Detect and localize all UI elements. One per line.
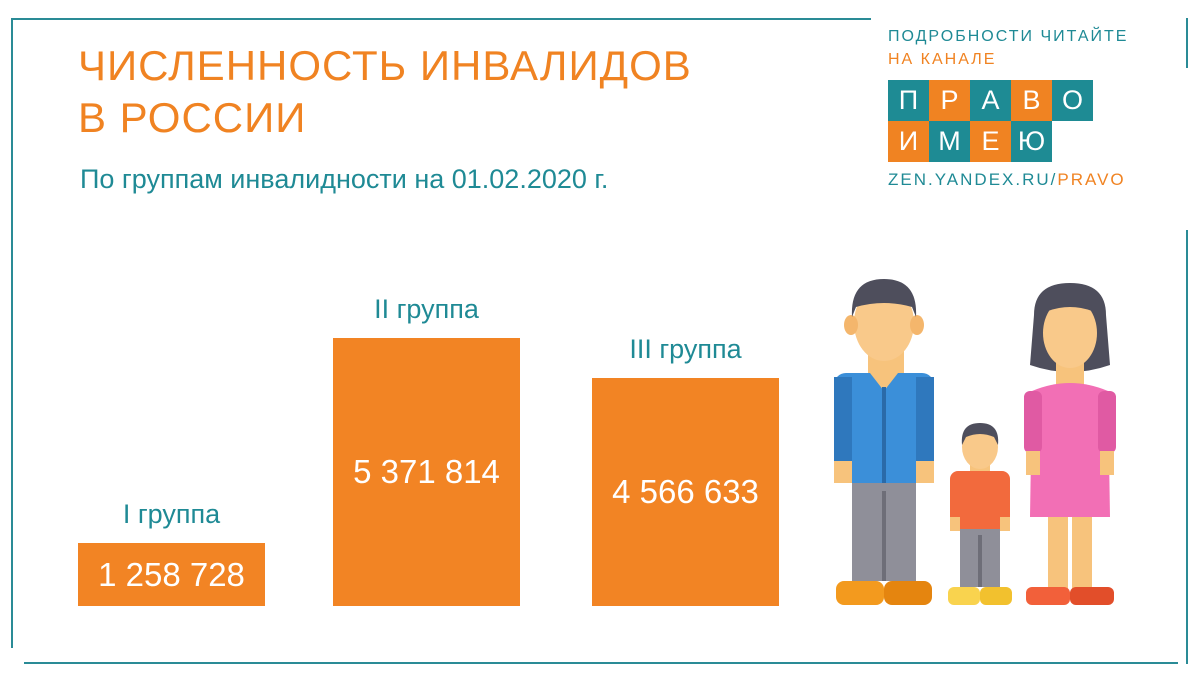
value-label-group-2: 5 371 814 — [353, 453, 500, 490]
value-label-group-1: 1 258 728 — [98, 555, 245, 593]
category-label-group-1: I группа — [122, 499, 221, 529]
logo-tile: Р — [929, 80, 970, 121]
channel-logo[interactable]: П Р А В О И М Е Ю — [888, 80, 1093, 162]
logo-row-2: И М Е Ю — [888, 121, 1093, 162]
logo-tile: А — [970, 80, 1011, 121]
bar-group-2: 5 371 814 — [333, 338, 520, 606]
frame-right-bottom-tick — [1186, 620, 1188, 664]
logo-tile: Ю — [1011, 121, 1052, 162]
url-accent: PRAVO — [1057, 170, 1126, 189]
title-line-2: В РОССИИ — [78, 94, 307, 141]
logo-tile: Е — [970, 121, 1011, 162]
logo-row-1: П Р А В О — [888, 80, 1093, 121]
promo-line-1: ПОДРОБНОСТИ ЧИТАЙТЕ — [888, 28, 1129, 45]
bar-group-3: 4 566 633 — [592, 378, 779, 606]
mother-figure — [1024, 283, 1116, 605]
father-figure — [834, 279, 934, 605]
value-label-group-3: 4 566 633 — [612, 473, 759, 510]
frame-top-horizontal — [11, 18, 871, 20]
chart-title: ЧИСЛЕННОСТЬ ИНВАЛИДОВ В РОССИИ — [78, 40, 692, 144]
logo-tile: П — [888, 80, 929, 121]
bar-group-1: 1 258 728 — [78, 543, 265, 606]
title-line-1: ЧИСЛЕННОСТЬ ИНВАЛИДОВ — [78, 42, 692, 89]
category-label-group-2: II группа — [374, 294, 479, 324]
logo-tile: И — [888, 121, 929, 162]
logo-tile: М — [929, 121, 970, 162]
channel-url[interactable]: ZEN.YANDEX.RU/PRAVO — [888, 170, 1126, 190]
frame-right-top-tick — [1186, 18, 1188, 68]
frame-bottom-horizontal — [24, 662, 1178, 664]
category-label-group-3: III группа — [629, 334, 742, 364]
logo-tile: О — [1052, 80, 1093, 121]
logo-tile: В — [1011, 80, 1052, 121]
frame-right-vertical — [1186, 230, 1188, 648]
chart-subtitle: По группам инвалидности на 01.02.2020 г. — [80, 164, 609, 194]
promo-line-2: НА КАНАЛЕ — [888, 51, 997, 68]
child-figure — [948, 423, 1012, 605]
frame-left-vertical — [11, 18, 13, 648]
url-main: ZEN.YANDEX.RU/ — [888, 170, 1058, 189]
family-icon — [834, 279, 1116, 605]
